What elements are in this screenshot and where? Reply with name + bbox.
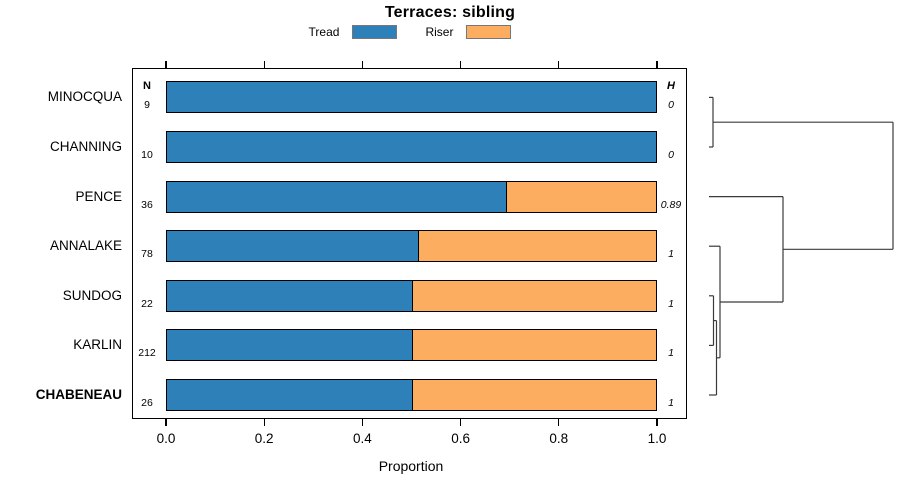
n-value: 212 [138,347,156,360]
x-tick-bottom [558,419,560,426]
legend-swatch-tread [352,25,398,39]
x-axis-title: Proportion [378,458,444,474]
bar-segment-tread [167,380,412,410]
stacked-bar [166,180,657,213]
x-tick-label: 0.8 [549,431,569,446]
legend-item-riser: Riser [425,25,512,39]
x-tick-label: 0.2 [254,431,274,446]
x-tick-top [558,61,560,68]
legend-item-tread: Tread [309,25,398,39]
bar-segment-riser [411,380,656,410]
h-value: 0 [668,99,674,112]
bar-segment-tread [167,181,507,212]
category-label: MINOCQUA [47,89,122,105]
legend-label: Tread [308,25,340,39]
h-value: 0.89 [660,198,682,211]
h-value: 1 [668,297,674,310]
legend-swatch-riser [466,25,512,39]
stacked-bar [166,230,657,263]
bar-segment-tread [167,82,656,113]
category-label: PENCE [75,188,122,204]
x-tick-bottom [263,419,265,426]
category-label: SUNDOG [62,287,122,303]
category-label: CHANNING [49,139,122,154]
x-tick-label: 0.0 [156,431,176,446]
h-value: 0 [668,149,674,161]
x-tick-label: 1.0 [647,431,667,446]
bar-segment-tread [167,330,412,361]
legend-label: Riser [425,25,454,39]
n-value: 26 [141,397,153,409]
chart-title: Terraces: sibling [384,4,516,21]
x-tick-bottom [361,419,364,426]
h-value: 1 [668,248,674,261]
x-tick-top [459,61,462,68]
category-label: ANNALAKE [49,238,122,254]
bar-segment-riser [506,181,656,212]
x-tick-bottom [165,419,167,426]
n-value: 9 [144,99,150,112]
n-value: 36 [141,198,153,211]
stacked-bar [166,329,657,362]
x-tick-top [263,61,265,68]
x-tick-top [165,61,167,68]
x-tick-bottom [656,419,658,426]
x-tick-top [656,61,658,68]
stacked-bar [166,131,657,163]
bar-segment-riser [417,231,656,262]
category-label: CHABENEAU [35,387,122,402]
h-value: 1 [668,397,674,409]
n-value: 22 [141,297,153,310]
h-value: 1 [668,347,674,360]
n-column-header: N [143,80,151,92]
x-tick-label: 0.6 [451,431,470,446]
bar-segment-riser [411,330,656,361]
n-value: 78 [141,248,153,261]
stacked-bar [166,279,657,312]
bar-segment-riser [411,280,656,311]
bar-segment-tread [167,132,656,162]
x-tick-label: 0.4 [353,431,372,446]
n-value: 10 [141,149,153,161]
legend: Tread Riser [0,25,820,39]
stacked-bar [166,81,657,114]
x-tick-top [361,61,364,68]
stacked-bar [166,379,657,411]
h-column-header: H [667,80,675,92]
bar-segment-tread [167,280,412,311]
bar-segment-tread [167,231,418,262]
category-label: KARLIN [73,337,122,353]
x-tick-bottom [459,419,462,426]
